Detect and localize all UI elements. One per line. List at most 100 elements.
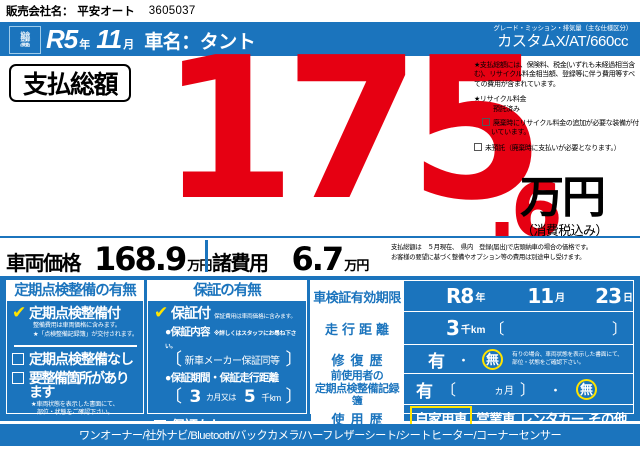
inspection-no-row[interactable]: 定期点検整備なし [12, 352, 139, 366]
dealer-code: 3605037 [148, 5, 196, 17]
repair-note-1: 有りの場合、車両状態を表示した書面にて、 [512, 352, 623, 358]
shaken-year-unit: 年 [475, 292, 486, 304]
table-row: 前使用者の 定期点検整備記録簿 有 〔 ヵ月 〕 ・ 無 [311, 370, 633, 408]
divider [156, 413, 300, 415]
check-icon: ✔ [482, 103, 491, 115]
repair-history-note: 有りの場合、車両状態を表示した書面にて、 部位・状態をご確認下さい。 [512, 351, 623, 367]
repair-no-option-selected[interactable]: 無 [482, 348, 504, 370]
reg-month-value: 11 [96, 24, 122, 54]
grade-block: グレード・ミッション・排気量（主な仕様区分） カスタムX/AT/660cc [493, 24, 632, 51]
note-total-includes: ★支払総額には、保険料、税金(いずれも未経過相当含む)、リサイクル料金相当額、登… [474, 62, 635, 88]
repair-yes-option[interactable]: 有 [428, 351, 445, 371]
grade-value: カスタムX/AT/660cc [497, 33, 629, 50]
vehicle-price-block: 車両価格 168.9 万円 [6, 240, 212, 278]
warranty-period-distance: 5 [243, 387, 256, 407]
option-separator: ・ [457, 352, 471, 368]
paren-right: 〕 [520, 381, 536, 399]
recycle-option-1-row[interactable]: 廃棄時にリサイクル料金の追加が必要な装備が付いています。 [474, 118, 640, 138]
inspection-needed-row[interactable]: 要整備箇所があります [12, 371, 139, 399]
reg-year-unit: 年 [79, 39, 91, 51]
record-no-option-selected[interactable]: 無 [576, 378, 598, 400]
dealer-name: 平安オート [77, 6, 135, 18]
warranty-period-label: ●保証期間・保証走行距離 [165, 372, 279, 384]
prev-owner-record-label: 前使用者の 定期点検整備記録簿 [311, 370, 404, 408]
car-name: 車名：タント [144, 32, 256, 53]
checkbox-icon[interactable] [474, 142, 482, 151]
badge-line-2: 登録 [20, 37, 30, 43]
equipment-list: ワンオーナー/社外ナビ/Bluetooth/バックカメラ/ハーフレザーシート/シ… [78, 430, 562, 442]
paren-left: 〔 [165, 349, 182, 369]
badge-line-3: (検査) [20, 42, 30, 47]
warranty-period-distance-unit: 千km [261, 392, 281, 403]
fee-value: 6.7 [291, 240, 345, 278]
dealer-label: 販売会社名： [6, 6, 74, 18]
warranty-box: 保証の有無 ✔ 保証付 保証費用は車両価格に含みます。 ●保証内容 ※詳しくはスタ… [147, 280, 307, 433]
inspection-extra-notes: ★車両状態を表示した書面にて、 部位・状態をご確認下さい。 [12, 401, 139, 418]
warranty-content-value: 新車メーカー保証同等 [184, 356, 281, 367]
divider [205, 240, 208, 272]
inspection-note-2: ★「点検整備記録簿」が交付されます。 [33, 330, 138, 338]
disclaimer-line-2: お客様の要望に基づく整備やオプション等の費用は別途申し受けます。 [391, 254, 586, 261]
warranty-content-value-row: 〔 新車メーカー保証同等 〕 [154, 349, 303, 369]
prev-owner-label-line-2: 定期点検整備記録簿 [315, 382, 400, 408]
total-price-decimal: .6 [488, 168, 563, 254]
shaken-label: 車検証有効期限 [311, 281, 404, 311]
checkbox-icon[interactable] [12, 352, 24, 365]
checkbox-icon[interactable] [12, 371, 24, 384]
shaken-value: R8 年 11 月 23 日 [404, 281, 635, 311]
recycle-option-2-row[interactable]: 未預託（廃棄時に支払いが必要となります。） [474, 142, 640, 153]
recycle-option-1-label: 廃棄時にリサイクル料金の追加が必要な装備が付いています。 [491, 120, 639, 137]
fee-label: 諸費用 [212, 253, 269, 275]
prev-owner-label-line-1: 前使用者の [330, 369, 384, 382]
paren-right: 〕 [285, 387, 303, 406]
table-row: 車検証有効期限 R8 年 11 月 23 日 [311, 281, 633, 312]
warranty-yes-label: 保証付 [171, 305, 211, 321]
mileage-label: 走行距離 [311, 312, 404, 344]
table-row: 走行距離 3 千km 〔 〕 [311, 312, 633, 345]
usage-option-commercial[interactable]: 営業車 [476, 412, 515, 427]
vehicle-price-value: 168.9 [94, 240, 187, 278]
paren-left: 〔 [441, 381, 457, 399]
inspection-yes-row[interactable]: ✔ 定期点検整備付 [12, 304, 139, 321]
inspection-yes-label: 定期点検整備付 [29, 305, 121, 321]
record-months-unit: ヵ月 [494, 385, 515, 397]
usage-history-options: 自家用車 営業車 レンタカー その他 [404, 405, 633, 431]
shaken-month: 11 [527, 284, 554, 308]
grade-label: グレード・ミッション・排気量（主な仕様区分） [493, 25, 632, 32]
note-recycle-heading: ★リサイクル料金 [474, 96, 527, 104]
disclaimer-line-1: 支払総額は ５月現在、 県内 登録(届出)で店頭納車の場合の価格です。 [391, 244, 592, 251]
paren-right: 〕 [285, 349, 303, 369]
repair-note-2: 部位・状態をご確認下さい。 [512, 360, 585, 366]
total-price-unit: 万円 [520, 173, 606, 222]
shaken-month-unit: 月 [555, 292, 566, 304]
total-price-tax-note: （消費税込み） [521, 223, 608, 238]
inspection-needed-label: 要整備箇所があります [29, 369, 130, 400]
option-separator: ・ [549, 382, 563, 398]
mileage-value: 3 千km 〔 〕 [404, 312, 633, 344]
inspection-no-label: 定期点検整備なし [29, 350, 134, 367]
equipment-footer: ワンオーナー/社外ナビ/Bluetooth/バックカメラ/ハーフレザーシート/シ… [0, 424, 640, 446]
checkbox-icon[interactable] [482, 118, 490, 127]
recycle-deposited-row: ✔ 預託済み [474, 103, 640, 115]
warranty-content-note: ※詳しくはスタッフにお尋ね下さい。 [165, 331, 297, 350]
shaken-year: R8 [446, 284, 474, 308]
dealer-line: 販売会社名： 平安オート 3605037 [0, 0, 640, 22]
vehicle-price-label: 車両価格 [6, 253, 82, 275]
mileage-unit: 千km [460, 324, 486, 336]
inspection-note-4: 部位・状態をご確認下さい。 [31, 409, 114, 417]
warranty-yes-row[interactable]: ✔ 保証付 保証費用は車両価格に含みます。 [154, 304, 302, 321]
table-row: 使用歴 自家用車 営業車 レンタカー その他 [311, 405, 633, 431]
reg-month-unit: 月 [123, 39, 135, 51]
divider [14, 345, 137, 347]
inspection-note-1: 整備費用は車両価格に含みます。 [33, 322, 121, 329]
inspection-notes: 整備費用は車両価格に含みます。 ★「点検整備記録簿」が交付されます。 [12, 322, 139, 339]
record-yes-option[interactable]: 有 [416, 381, 433, 401]
details-panel: 定期点検整備の有無 ✔ 定期点検整備付 整備費用は車両価格に含みます。 ★「点検… [0, 276, 640, 433]
badge-line-1: 協会 [20, 31, 30, 38]
inspection-box: 定期点検整備の有無 ✔ 定期点検整備付 整備費用は車両価格に含みます。 ★「点検… [6, 280, 144, 416]
reg-year-value: R5 [46, 24, 78, 54]
paren-left: 〔 [489, 320, 505, 338]
usage-option-rental[interactable]: レンタカー [519, 412, 584, 427]
usage-option-other[interactable]: その他 [588, 412, 627, 427]
table-row: 修復歴 有 ・ 無 有りの場合、車両状態を表示した書面にて、 部位・状態をご確認… [311, 345, 633, 374]
